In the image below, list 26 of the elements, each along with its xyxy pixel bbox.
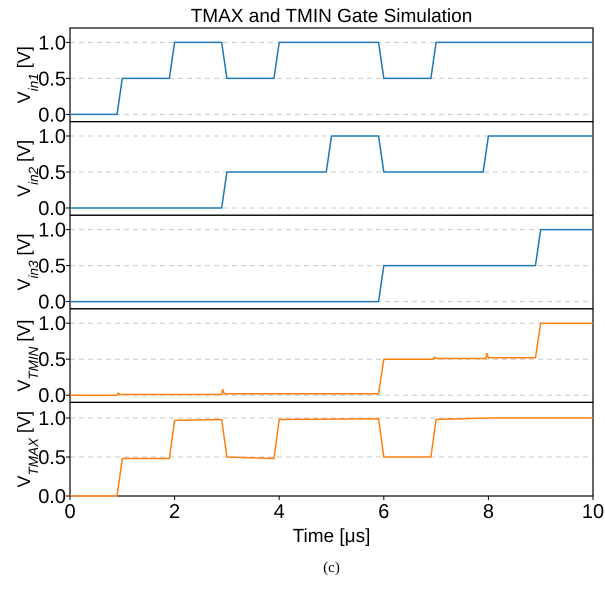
chart-title: TMAX and TMIN Gate Simulation xyxy=(190,6,472,27)
y-tick-label: 0.5 xyxy=(38,349,66,372)
x-tick-label: 8 xyxy=(482,501,494,523)
y-tick-label: 0.0 xyxy=(38,292,66,314)
y-tick-label: 0.0 xyxy=(38,385,66,408)
x-tick-label: 2 xyxy=(169,501,180,523)
x-axis-title: Time [μs] xyxy=(292,526,370,547)
y-tick-label: 0.0 xyxy=(38,198,66,220)
y-tick-label: 0.0 xyxy=(38,486,66,508)
y-tick-label: 1.0 xyxy=(38,32,66,54)
y-tick-label: 0.5 xyxy=(38,162,66,184)
x-tick-label: 0 xyxy=(64,501,76,523)
y-tick-label: 1.0 xyxy=(38,408,66,430)
line-series xyxy=(69,417,594,497)
y-tick-label: 1.0 xyxy=(38,220,66,242)
y-tick-label: 0.5 xyxy=(38,68,66,90)
y-tick-label: 0.5 xyxy=(38,447,66,469)
text: (c) xyxy=(323,560,340,576)
x-tick-label: 4 xyxy=(274,501,285,523)
y-tick-label: 0.0 xyxy=(38,104,66,126)
y-tick-label: 1.0 xyxy=(38,126,66,148)
x-tick-label: 6 xyxy=(378,501,390,523)
y-tick-label: 0.5 xyxy=(38,256,66,278)
y-tick-label: 1.0 xyxy=(38,313,66,336)
line-series xyxy=(69,322,594,396)
x-tick-label: 10 xyxy=(582,501,604,523)
